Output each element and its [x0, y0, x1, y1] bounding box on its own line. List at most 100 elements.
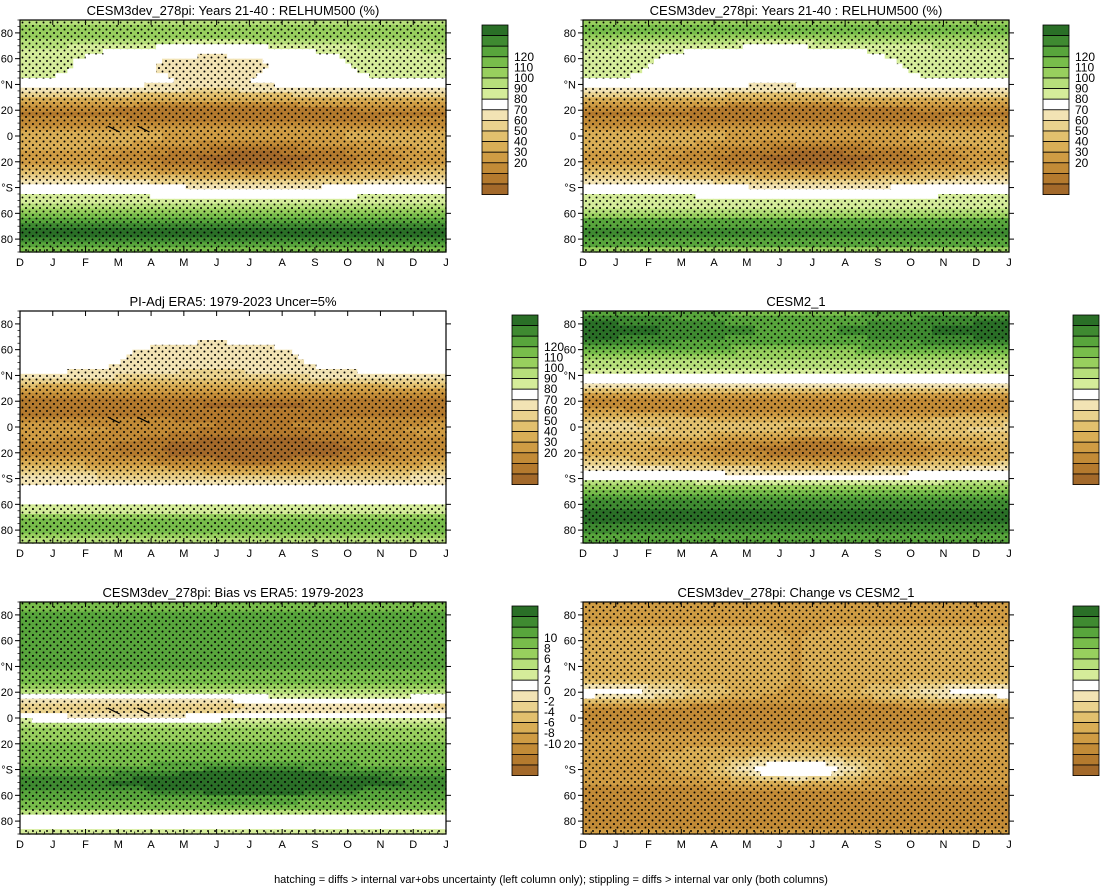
- stipple-cell: [369, 102, 376, 108]
- heatmap-cell: [162, 78, 169, 84]
- stipple-cell: [416, 58, 423, 65]
- stipple-cell: [321, 24, 329, 31]
- stipple-cell: [215, 58, 222, 65]
- heatmap-cell: [304, 194, 311, 200]
- stipple-cell: [120, 116, 128, 123]
- heatmap-cell: [73, 82, 80, 89]
- stipple-cell: [120, 24, 128, 31]
- stipple-cell: [274, 34, 281, 40]
- heatmap-cell: [96, 63, 104, 69]
- stipple-cell: [96, 24, 104, 31]
- stipple-cell: [256, 29, 264, 36]
- stipple-cell: [31, 58, 39, 65]
- stipple-cell: [434, 131, 441, 137]
- stipple-cell: [268, 140, 276, 147]
- stipple-cell: [227, 97, 234, 103]
- stipple-cell: [197, 136, 205, 142]
- stipple-cell: [363, 20, 370, 26]
- stipple-cell: [114, 116, 122, 123]
- stipple-cell: [268, 82, 276, 89]
- stipple-cell: [25, 121, 33, 127]
- stipple-cell: [20, 136, 27, 142]
- stipple-cell: [357, 107, 364, 113]
- stipple-cell: [392, 20, 400, 26]
- heatmap-cell: [339, 58, 347, 65]
- stipple-cell: [327, 44, 335, 50]
- stipple-cell: [31, 107, 39, 113]
- stipple-cell: [321, 92, 329, 98]
- stipple-cell: [221, 111, 228, 118]
- heatmap-cell: [327, 189, 335, 195]
- stipple-cell: [162, 131, 169, 137]
- stipple-cell: [238, 92, 246, 98]
- stipple-cell: [380, 140, 388, 147]
- stipple-cell: [357, 44, 364, 50]
- stipple-cell: [333, 44, 341, 50]
- stipple-cell: [238, 97, 246, 103]
- stipple-cell: [43, 24, 51, 31]
- stipple-cell: [55, 29, 63, 36]
- stipple-cell: [434, 20, 441, 26]
- stipple-cell: [327, 140, 335, 147]
- heatmap-cell: [333, 53, 341, 60]
- heatmap-cell: [126, 53, 134, 60]
- stipple-cell: [227, 121, 234, 127]
- heatmap-cell: [369, 189, 376, 195]
- stipple-cell: [73, 131, 80, 137]
- stipple-cell: [292, 107, 299, 113]
- stipple-cell: [339, 44, 347, 50]
- stipple-cell: [280, 92, 287, 98]
- stipple-cell: [191, 107, 199, 113]
- stipple-cell: [185, 107, 193, 113]
- stipple-cell: [304, 92, 311, 98]
- heatmap-cell: [173, 49, 181, 55]
- stipple-cell: [215, 87, 222, 94]
- heatmap-cell: [357, 78, 364, 84]
- stipple-cell: [398, 111, 406, 118]
- stipple-cell: [286, 97, 293, 103]
- heatmap-cell: [250, 194, 258, 200]
- stipple-cell: [85, 140, 92, 147]
- heatmap-cell: [345, 189, 352, 195]
- stipple-cell: [345, 24, 352, 31]
- stipple-cell: [351, 111, 358, 118]
- stipple-cell: [434, 63, 441, 69]
- heatmap-cell: [309, 189, 317, 195]
- stipple-cell: [327, 87, 335, 94]
- stipple-cell: [369, 29, 376, 36]
- stipple-cell: [132, 20, 139, 26]
- stipple-cell: [339, 49, 347, 55]
- stipple-cell: [25, 63, 33, 69]
- stipple-cell: [96, 29, 104, 36]
- stipple-cell: [31, 136, 39, 142]
- stipple-cell: [268, 116, 276, 123]
- stipple-cell: [351, 20, 358, 26]
- stipple-cell: [221, 107, 228, 113]
- stipple-cell: [114, 102, 122, 108]
- heatmap-cell: [422, 184, 429, 190]
- stipple-cell: [197, 39, 205, 45]
- stipple-cell: [369, 131, 376, 137]
- stipple-cell: [191, 97, 199, 103]
- heatmap-cell: [227, 189, 234, 195]
- heatmap-cell: [31, 82, 39, 89]
- heatmap-cell: [126, 82, 134, 89]
- stipple-cell: [410, 121, 418, 127]
- stipple-cell: [410, 111, 418, 118]
- stipple-cell: [375, 24, 382, 31]
- heatmap-cell: [79, 58, 86, 65]
- stipple-cell: [386, 126, 394, 132]
- heatmap-cell: [286, 82, 293, 89]
- stipple-cell: [292, 29, 299, 36]
- heatmap-cell: [43, 189, 51, 195]
- stipple-cell: [262, 102, 270, 108]
- stipple-cell: [416, 68, 423, 74]
- heatmap-cell: [398, 189, 406, 195]
- stipple-cell: [416, 39, 423, 45]
- stipple-cell: [20, 39, 27, 45]
- heatmap-cell: [375, 189, 382, 195]
- stipple-cell: [61, 116, 68, 123]
- stipple-cell: [398, 102, 406, 108]
- heatmap-cell: [173, 53, 181, 60]
- heatmap-cell: [369, 78, 376, 84]
